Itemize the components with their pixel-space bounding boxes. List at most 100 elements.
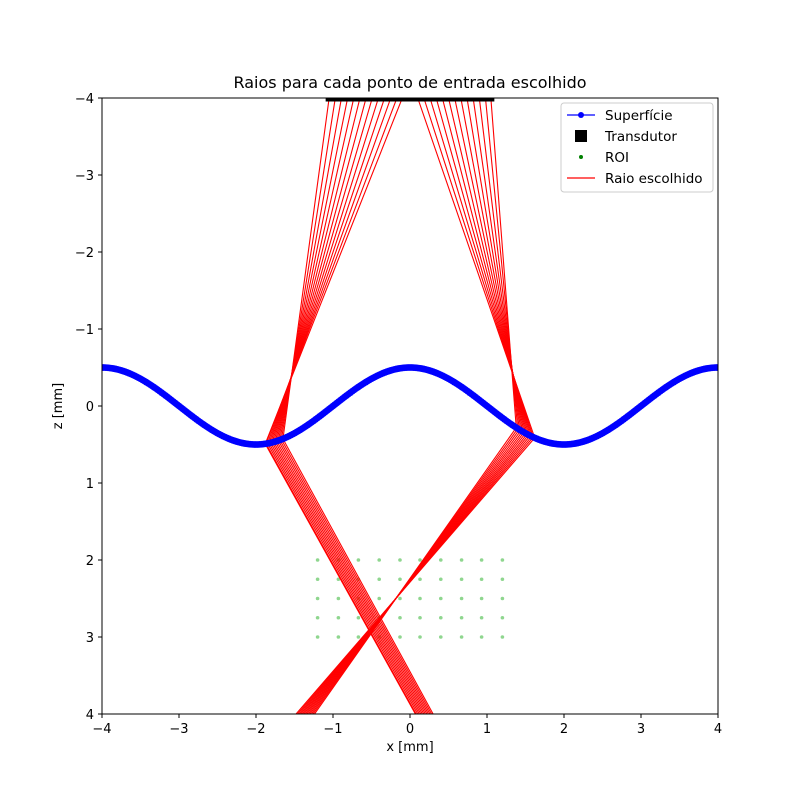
y-tick-label: 2 (86, 554, 94, 569)
roi-point (418, 615, 422, 620)
roi-point (398, 615, 402, 620)
legend-roi-label: ROI (605, 150, 629, 166)
roi-point (439, 635, 443, 639)
transducer-element (329, 98, 337, 102)
x-tick-label: −2 (246, 722, 265, 737)
roi-point (459, 577, 464, 582)
roi-point (398, 596, 402, 601)
roi-point (418, 635, 422, 639)
roi-point (418, 558, 422, 562)
roi-point (500, 635, 505, 639)
x-tick-label: 1 (483, 722, 491, 737)
transducer-element (479, 98, 487, 102)
transducer-element (416, 98, 424, 102)
roi-point (439, 577, 443, 582)
transducer-element (342, 98, 350, 102)
transducer-element (412, 98, 420, 102)
y-tick-label: 4 (86, 708, 94, 723)
legend-transducer-label: Transdutor (604, 129, 677, 145)
roi-point (439, 558, 443, 562)
roi-point (459, 635, 464, 639)
transducer-array (325, 98, 495, 102)
plot-area (102, 98, 718, 714)
roi-point (479, 615, 484, 620)
transducer-element (375, 98, 383, 102)
roi-point (500, 596, 505, 601)
transducer-element (387, 98, 395, 102)
x-tick-label: 3 (637, 722, 645, 737)
x-tick-label: 4 (714, 722, 722, 737)
transducer-element (450, 98, 458, 102)
y-tick-label: −3 (75, 169, 94, 184)
roi-point (398, 635, 402, 639)
roi-point (500, 615, 505, 620)
transducer-element (400, 98, 408, 102)
transducer-element (325, 98, 333, 102)
transducer-element (487, 98, 495, 102)
roi-point (439, 615, 443, 620)
y-tick-label: −2 (75, 246, 94, 261)
roi-point (356, 635, 361, 639)
roi-point (356, 615, 361, 620)
transducer-element (474, 98, 482, 102)
legend-surface-label: Superfície (605, 108, 673, 124)
roi-point (479, 577, 484, 582)
surface-curve (102, 364, 718, 448)
roi-point (418, 577, 422, 582)
transducer-element (371, 98, 379, 102)
roi-point (356, 558, 361, 562)
transducer-element (421, 98, 429, 102)
transducer-element (358, 98, 366, 102)
transducer-element (445, 98, 453, 102)
transducer-element (346, 98, 354, 102)
transducer-element (454, 98, 462, 102)
transducer-element (350, 98, 358, 102)
x-tick-label: −3 (169, 722, 188, 737)
y-tick-label: −1 (75, 323, 94, 338)
roi-point (377, 596, 382, 601)
roi-point (439, 596, 443, 601)
transducer-element (433, 98, 441, 102)
transducer-element (391, 98, 399, 102)
y-tick-label: 3 (86, 631, 94, 646)
transducer-element (437, 98, 445, 102)
x-axis-label: x [mm] (386, 740, 433, 755)
transducer-element (425, 98, 433, 102)
transducer-element (404, 98, 412, 102)
roi-point (398, 558, 402, 562)
roi-point (459, 596, 464, 601)
transducer-element (441, 98, 449, 102)
transducer-element (408, 98, 416, 102)
y-axis-label: z [mm] (51, 383, 66, 429)
surface-marker (714, 364, 718, 371)
transducer-element (429, 98, 437, 102)
transducer-element (333, 98, 341, 102)
transducer-element (383, 98, 391, 102)
legend-transducer-marker (575, 130, 587, 142)
legend-box (560, 102, 714, 193)
roi-point (459, 615, 464, 620)
x-tick-label: −1 (323, 722, 342, 737)
roi-point (336, 635, 341, 639)
roi-point (315, 635, 320, 639)
transducer-element (362, 98, 370, 102)
y-tick-label: 1 (86, 477, 94, 492)
roi-point (418, 596, 422, 601)
transducer-element (462, 98, 470, 102)
legend: Superfície Transdutor ROI Raio escolhido (560, 102, 714, 193)
roi-point (336, 596, 341, 601)
roi-point (336, 577, 341, 582)
roi-point (479, 596, 484, 601)
x-tick-label: 2 (560, 722, 568, 737)
legend-surface-marker (578, 112, 584, 118)
transducer-element (466, 98, 474, 102)
roi-points (315, 558, 505, 639)
x-axis: −4 −3 −2 −1 0 1 2 3 4 (92, 714, 722, 737)
transducer-element (379, 98, 387, 102)
roi-point (377, 577, 382, 582)
transducer-element (354, 98, 362, 102)
roi-point (479, 635, 484, 639)
roi-point (315, 558, 320, 562)
transducer-element (338, 98, 346, 102)
